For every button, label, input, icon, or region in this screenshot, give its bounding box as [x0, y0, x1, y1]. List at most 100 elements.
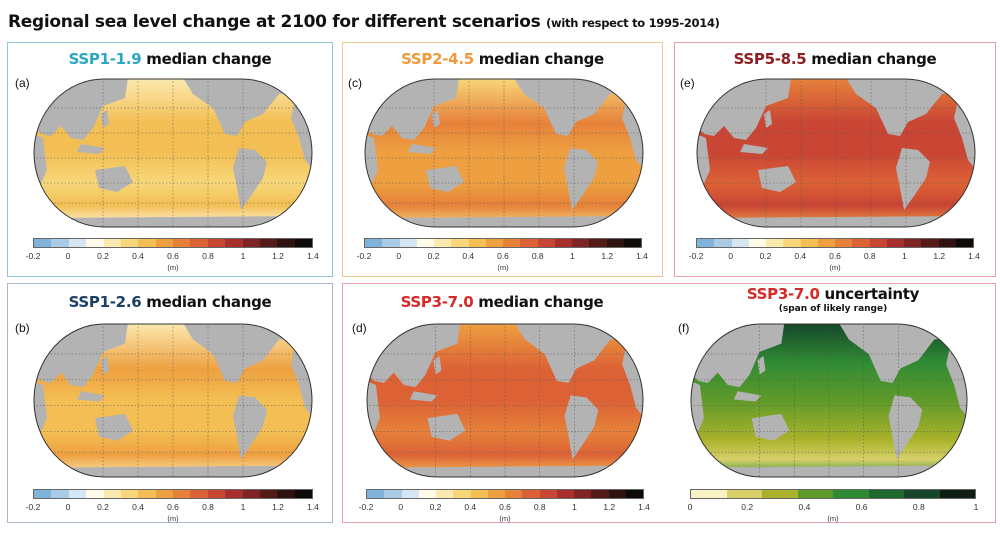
scenario-name: SSP3-7.0 — [746, 285, 820, 303]
colorbar-tick-label: 1 — [240, 502, 246, 512]
colorbar-tick-label: 1 — [240, 251, 246, 261]
colorbar-tick-label: 1.2 — [933, 251, 946, 261]
colorbar-segment — [382, 239, 400, 247]
colorbar-tick-label: 0.2 — [97, 251, 109, 261]
colorbar-segment — [904, 490, 940, 498]
colorbar-tick-label: 1 — [570, 251, 575, 261]
colorbar-tick-label: 0.8 — [912, 502, 925, 512]
colorbar-segment — [762, 490, 798, 498]
figure-title: Regional sea level change at 2100 for di… — [8, 12, 720, 32]
land-australia — [751, 413, 790, 441]
colorbar-segment — [434, 239, 452, 247]
colorbar-segment — [904, 239, 922, 247]
colorbar-tick-label: 1.2 — [601, 251, 614, 261]
colorbar-tick-label: 0 — [398, 502, 404, 512]
colorbar-unit: (m) — [497, 263, 509, 272]
land-south-america — [564, 395, 599, 460]
colorbar-segment — [608, 490, 626, 498]
land-australia — [426, 166, 464, 192]
panel-title: SSP5-8.5 median change — [674, 50, 996, 68]
colorbar-segment — [556, 490, 574, 498]
scenario-name: SSP2-4.5 — [401, 50, 474, 68]
panel-label: (f) — [678, 321, 690, 335]
colorbar-segment — [797, 490, 833, 498]
colorbar-segment — [470, 490, 488, 498]
panel-label: (b) — [15, 321, 30, 335]
colorbar-tick-label: 1 — [902, 251, 907, 261]
colorbar-tick-label: 0.6 — [167, 502, 179, 512]
colorbar-segment — [572, 239, 590, 247]
colorbar-segment — [242, 239, 260, 247]
colorbar-tick-label: 0.6 — [499, 502, 511, 512]
land-australia — [427, 413, 466, 441]
colorbar-tick-label: 1.4 — [307, 502, 319, 512]
colorbar-tick-label: 1 — [973, 502, 979, 512]
scenario-name: SSP3-7.0 — [400, 293, 474, 311]
colorbar — [364, 238, 642, 248]
colorbar-segment — [277, 239, 295, 247]
colorbar-segment — [714, 239, 732, 247]
colorbar-tick-label: 0 — [396, 251, 402, 261]
colorbar-segment — [485, 239, 503, 247]
colorbar-segment — [539, 490, 557, 498]
colorbar-segment — [225, 239, 243, 247]
colorbar-segment — [259, 490, 278, 498]
colorbar-segment — [190, 239, 208, 247]
map-container — [696, 78, 976, 233]
map-b — [33, 323, 313, 478]
colorbar-segment — [384, 490, 402, 498]
map-outline — [366, 323, 644, 478]
colorbar-segment — [86, 490, 104, 498]
colorbar-segment — [800, 239, 818, 247]
land-australia — [95, 413, 133, 441]
land-maritime — [77, 144, 105, 154]
colorbar-tick-label: -0.2 — [358, 502, 374, 512]
colorbar-segment — [453, 490, 471, 498]
colorbar-segment — [955, 239, 973, 247]
box-e — [674, 42, 996, 277]
colorbar-segment — [155, 490, 173, 498]
panel-f: SSP3-7.0 uncertainty (span of likely rang… — [670, 283, 996, 523]
colorbar-tick-label: 0.6 — [829, 251, 841, 261]
colorbar-segment — [277, 490, 295, 498]
colorbar-segment — [173, 490, 191, 498]
colorbar-segment — [242, 490, 260, 498]
box-b — [7, 283, 333, 523]
colorbar-unit: (m) — [827, 514, 839, 523]
colorbar — [690, 489, 976, 499]
colorbar-tick-label: 0.2 — [97, 502, 109, 512]
colorbar-segment — [207, 490, 226, 498]
land-south-america — [233, 148, 267, 210]
colorbar-segment — [606, 239, 624, 247]
colorbar-segment — [468, 239, 486, 247]
colorbar-tick-label: 0.6 — [855, 502, 868, 512]
land-australia — [95, 166, 133, 192]
colorbar-segment — [817, 239, 835, 247]
colorbar-segment — [51, 490, 69, 498]
scenario-name: SSP1-2.6 — [68, 293, 142, 311]
colorbar-segment — [68, 490, 87, 498]
panel-title-suffix: median change — [478, 293, 604, 311]
colorbar-tick-label: 0.4 — [462, 251, 475, 261]
colorbar-segment — [399, 239, 417, 247]
colorbar-segment — [589, 239, 607, 247]
colorbar-segment — [625, 490, 643, 498]
colorbar-segment — [520, 239, 538, 247]
panel-title: SSP2-4.5 median change — [342, 50, 663, 68]
colorbar-segment — [173, 239, 191, 247]
scenario-name: SSP5-8.5 — [733, 50, 807, 68]
colorbar-tick-label: 0.8 — [531, 251, 544, 261]
colorbar-segment — [697, 239, 715, 247]
colorbar-segment — [522, 490, 540, 498]
colorbar-segment — [418, 490, 436, 498]
colorbar-tick-label: 1.2 — [603, 502, 616, 512]
land-australia — [758, 166, 796, 192]
colorbar-tick-label: 0 — [65, 251, 71, 261]
colorbar-tick-label: 0.4 — [464, 502, 477, 512]
colorbar-segment — [731, 239, 749, 247]
colorbar-segment — [103, 490, 121, 498]
map-outline — [33, 78, 313, 228]
colorbar-tick-label: 0.2 — [427, 251, 440, 261]
colorbar-segment — [294, 239, 312, 247]
colorbar-tick-label: 1.2 — [272, 251, 284, 261]
